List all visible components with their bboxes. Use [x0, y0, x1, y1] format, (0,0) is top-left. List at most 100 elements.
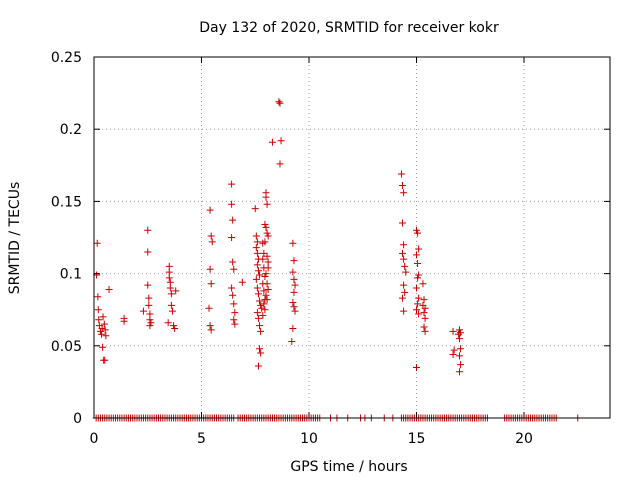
y-tick-label: 0.05 — [51, 339, 82, 355]
data-point — [276, 160, 284, 168]
data-point — [414, 274, 422, 282]
data-point — [264, 232, 272, 240]
data-point — [263, 252, 271, 260]
data-point — [253, 284, 261, 292]
data-point — [288, 337, 296, 345]
data-point — [164, 319, 172, 327]
data-point — [206, 322, 214, 330]
data-point — [206, 206, 214, 214]
data-point — [228, 200, 236, 208]
data-point — [413, 284, 420, 292]
data-point — [207, 326, 215, 334]
data-point — [256, 271, 264, 279]
data-point — [289, 298, 297, 306]
data-point — [206, 265, 214, 273]
data-point — [98, 324, 106, 332]
data-point — [457, 329, 465, 337]
data-point — [456, 368, 463, 376]
data-point — [101, 326, 109, 334]
data-point — [144, 226, 152, 234]
y-tick-labels: 0 0.05 0.1 0.15 0.2 0.25 — [51, 50, 82, 427]
grid-lines — [94, 57, 610, 418]
data-point — [167, 301, 175, 309]
data-point — [399, 219, 407, 227]
data-point — [414, 229, 422, 237]
data-point — [415, 271, 423, 279]
data-point — [449, 327, 457, 335]
data-point — [449, 350, 457, 358]
data-point — [261, 238, 269, 246]
data-point — [260, 249, 268, 257]
data-point — [289, 324, 297, 332]
data-point — [208, 238, 216, 246]
data-point — [254, 290, 262, 298]
data-point — [205, 304, 213, 312]
data-point — [399, 249, 407, 257]
y-tick-label: 0.25 — [51, 50, 82, 66]
data-point — [254, 267, 262, 275]
data-point — [413, 363, 420, 371]
data-point — [254, 314, 262, 322]
data-point — [290, 275, 298, 283]
data-point — [251, 205, 259, 213]
data-point — [229, 291, 237, 299]
plot-frame — [93, 56, 611, 419]
data-point — [421, 304, 429, 312]
data-point — [238, 278, 246, 286]
data-point — [99, 313, 107, 321]
data-point — [260, 300, 268, 308]
data-point — [229, 216, 237, 224]
data-point — [400, 189, 408, 197]
data-point — [420, 296, 428, 304]
data-point — [253, 309, 261, 317]
data-point — [101, 356, 109, 364]
data-point — [399, 182, 407, 190]
data-point — [291, 307, 299, 315]
data-point — [401, 262, 409, 270]
data-point — [257, 349, 265, 357]
data-point — [147, 319, 155, 327]
data-point — [262, 223, 270, 231]
data-point — [231, 309, 239, 317]
data-point — [93, 239, 101, 247]
data-point — [413, 306, 420, 314]
data-point — [144, 248, 152, 256]
data-point — [415, 294, 423, 302]
data-point — [399, 294, 407, 302]
data-point — [262, 270, 270, 278]
x-tick-label: 10 — [300, 431, 318, 447]
data-point — [457, 361, 465, 369]
data-point — [290, 288, 298, 296]
data-point — [456, 352, 463, 360]
data-point — [401, 288, 409, 296]
data-point — [261, 272, 269, 280]
data-point — [120, 317, 128, 325]
data-point — [268, 138, 276, 146]
data-point — [256, 322, 264, 330]
data-point — [263, 296, 271, 304]
data-point — [263, 280, 271, 288]
data-point — [258, 304, 266, 312]
y-tick-label: 0 — [73, 411, 82, 427]
data-point — [256, 297, 264, 305]
data-point — [228, 284, 236, 292]
y-axis-label: SRMTID / TECUs — [7, 182, 23, 295]
x-tick-labels: 0 5 10 15 20 — [90, 431, 533, 447]
data-point — [413, 226, 420, 234]
data-point — [230, 300, 238, 308]
data-point — [400, 307, 408, 315]
data-point — [253, 238, 261, 246]
data-point — [420, 323, 428, 331]
data-point — [207, 232, 215, 240]
data-point — [415, 310, 423, 318]
x-tick-label: 15 — [408, 431, 426, 447]
data-point — [145, 301, 153, 309]
data-point — [231, 320, 239, 328]
x-tick-label: 0 — [90, 431, 99, 447]
data-points — [92, 98, 582, 422]
y-tick-label: 0.2 — [60, 122, 82, 138]
data-point — [94, 306, 102, 314]
data-point — [168, 307, 176, 315]
data-point — [102, 332, 110, 340]
data-point — [419, 280, 427, 288]
